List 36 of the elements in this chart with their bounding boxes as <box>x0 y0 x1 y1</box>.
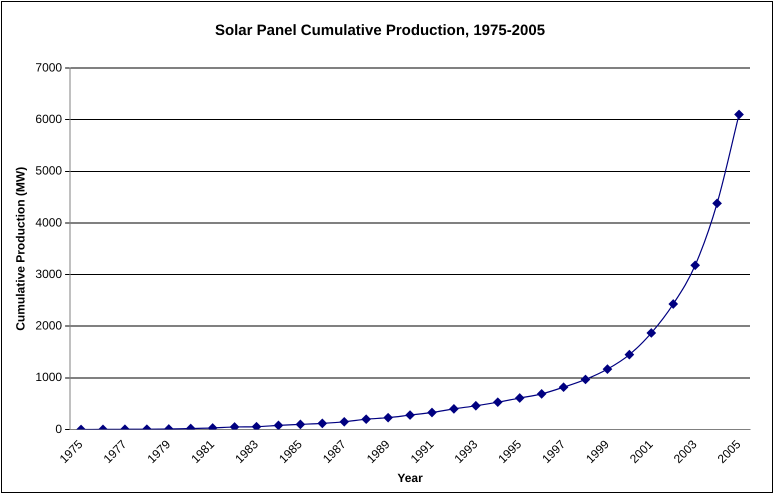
point <box>646 328 656 338</box>
point <box>712 198 722 208</box>
point <box>274 420 284 430</box>
point <box>230 422 240 430</box>
point <box>427 408 437 418</box>
point <box>362 414 371 424</box>
chart-title: Solar Panel Cumulative Production, 1975-2005 <box>214 22 546 40</box>
point <box>405 410 415 420</box>
point <box>558 382 568 392</box>
point <box>318 418 327 428</box>
point <box>537 389 546 399</box>
point <box>471 401 480 410</box>
point <box>252 422 262 430</box>
point <box>734 110 744 120</box>
y-tick-label: 1000 <box>35 370 62 384</box>
y-tick-label: 2000 <box>35 318 62 333</box>
point <box>580 374 590 384</box>
y-tick-label: 7000 <box>35 60 62 74</box>
point <box>515 393 524 403</box>
point <box>624 350 634 360</box>
y-tick-label: 4000 <box>35 215 62 230</box>
point <box>493 398 502 407</box>
point <box>384 413 393 422</box>
point <box>602 364 612 374</box>
y-tick-label: 3000 <box>35 266 62 281</box>
y-tick-label: 6000 <box>35 112 62 126</box>
y-tick-label: 0 <box>55 422 62 436</box>
y-axis-title: Cumulative Production (MW) <box>14 166 28 331</box>
point <box>296 420 305 429</box>
point <box>690 260 700 270</box>
point <box>449 404 459 414</box>
x-axis-title: Year <box>397 471 424 486</box>
point <box>208 423 218 430</box>
y-tick-label: 5000 <box>35 164 62 178</box>
point <box>340 417 349 426</box>
point <box>668 299 678 309</box>
